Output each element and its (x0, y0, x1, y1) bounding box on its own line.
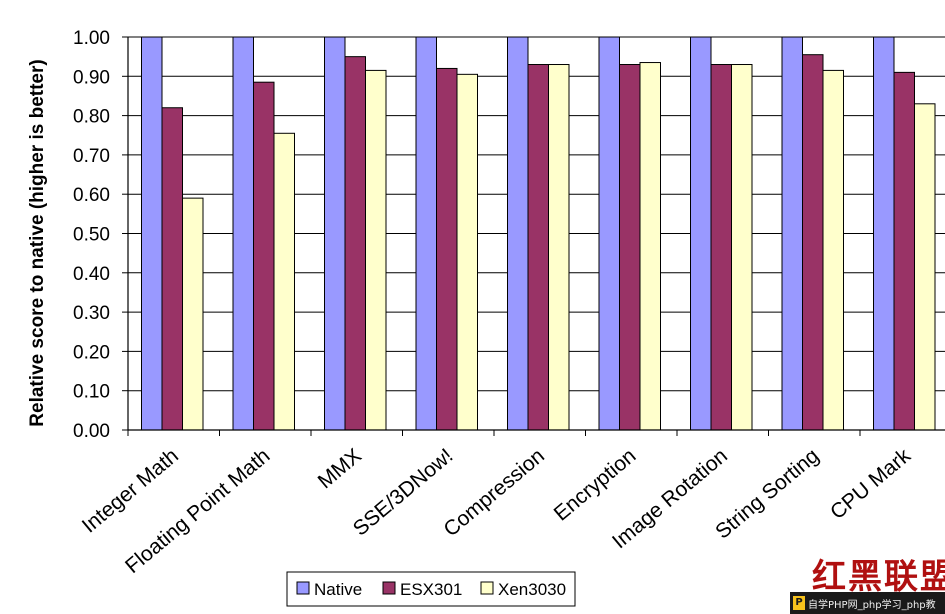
x-tick-label: CPU Mark (826, 444, 915, 524)
bar-native (690, 36, 712, 431)
bar-esx301 (344, 56, 366, 431)
y-tick-label: 0.00 (73, 421, 110, 442)
bar-native (598, 36, 620, 431)
bar-xen3030 (731, 64, 753, 431)
bar-xen3030 (639, 62, 661, 431)
bar-esx301 (527, 64, 549, 431)
y-tick-label: 0.30 (73, 303, 110, 324)
x-tick-label: Compression (439, 444, 549, 541)
bar-esx301 (253, 81, 275, 431)
bar-native (141, 36, 163, 431)
legend-label: Xen3030 (498, 580, 566, 599)
y-tick-label: 0.40 (73, 264, 110, 285)
x-tick-label: Encryption (550, 444, 641, 525)
y-tick-label: 0.60 (73, 185, 110, 206)
y-tick-label: 0.80 (73, 107, 110, 128)
bar-xen3030 (548, 64, 570, 431)
watermark-footer: P 自学PHP网_php学习_php教 (790, 592, 945, 614)
x-tick-label: MMX (314, 444, 366, 493)
legend-swatch (382, 581, 396, 595)
bar-xen3030 (914, 103, 936, 431)
bar-esx301 (436, 67, 458, 431)
bar-native (232, 36, 254, 431)
y-tick-label: 0.90 (73, 67, 110, 88)
y-tick-labels: 0.00 0.10 0.20 0.30 0.40 0.50 0.60 0.70 0.80 0.90… (73, 28, 110, 442)
y-tick-label: 0.70 (73, 146, 110, 167)
legend: Native ESX301 Xen3030 (286, 571, 576, 607)
bar-xen3030 (273, 132, 295, 431)
bar-xen3030 (182, 197, 204, 431)
php-logo-icon: P (793, 596, 805, 610)
bar-native (415, 36, 437, 431)
legend-label: ESX301 (400, 580, 462, 599)
y-tick-label: 1.00 (73, 28, 110, 49)
bar-native (507, 36, 529, 431)
watermark: 红黑联盟 (812, 557, 945, 597)
axes (122, 36, 945, 436)
bar-xen3030 (365, 69, 387, 431)
legend-swatch (480, 581, 494, 595)
legend-swatch (296, 581, 310, 595)
watermark-footer-text: 自学PHP网_php学习_php教 (808, 599, 936, 611)
bar-native (781, 36, 803, 431)
legend-label: Native (314, 580, 362, 599)
bar-native (324, 36, 346, 431)
bar-xen3030 (822, 69, 844, 431)
bar-esx301 (161, 107, 183, 431)
bar-xen3030 (456, 73, 478, 431)
bar-esx301 (802, 54, 824, 431)
y-axis-label: Relative score to native (higher is bett… (27, 59, 48, 426)
bar-esx301 (619, 64, 641, 431)
bar-native (873, 36, 895, 431)
bar-esx301 (893, 71, 915, 431)
bar-esx301 (710, 64, 732, 431)
bars (141, 36, 936, 431)
y-tick-label: 0.50 (73, 225, 110, 246)
y-tick-label: 0.10 (73, 382, 110, 403)
legend-box (286, 571, 576, 607)
y-tick-label: 0.20 (73, 342, 110, 363)
watermark-text: 红黑联盟 (812, 557, 945, 597)
